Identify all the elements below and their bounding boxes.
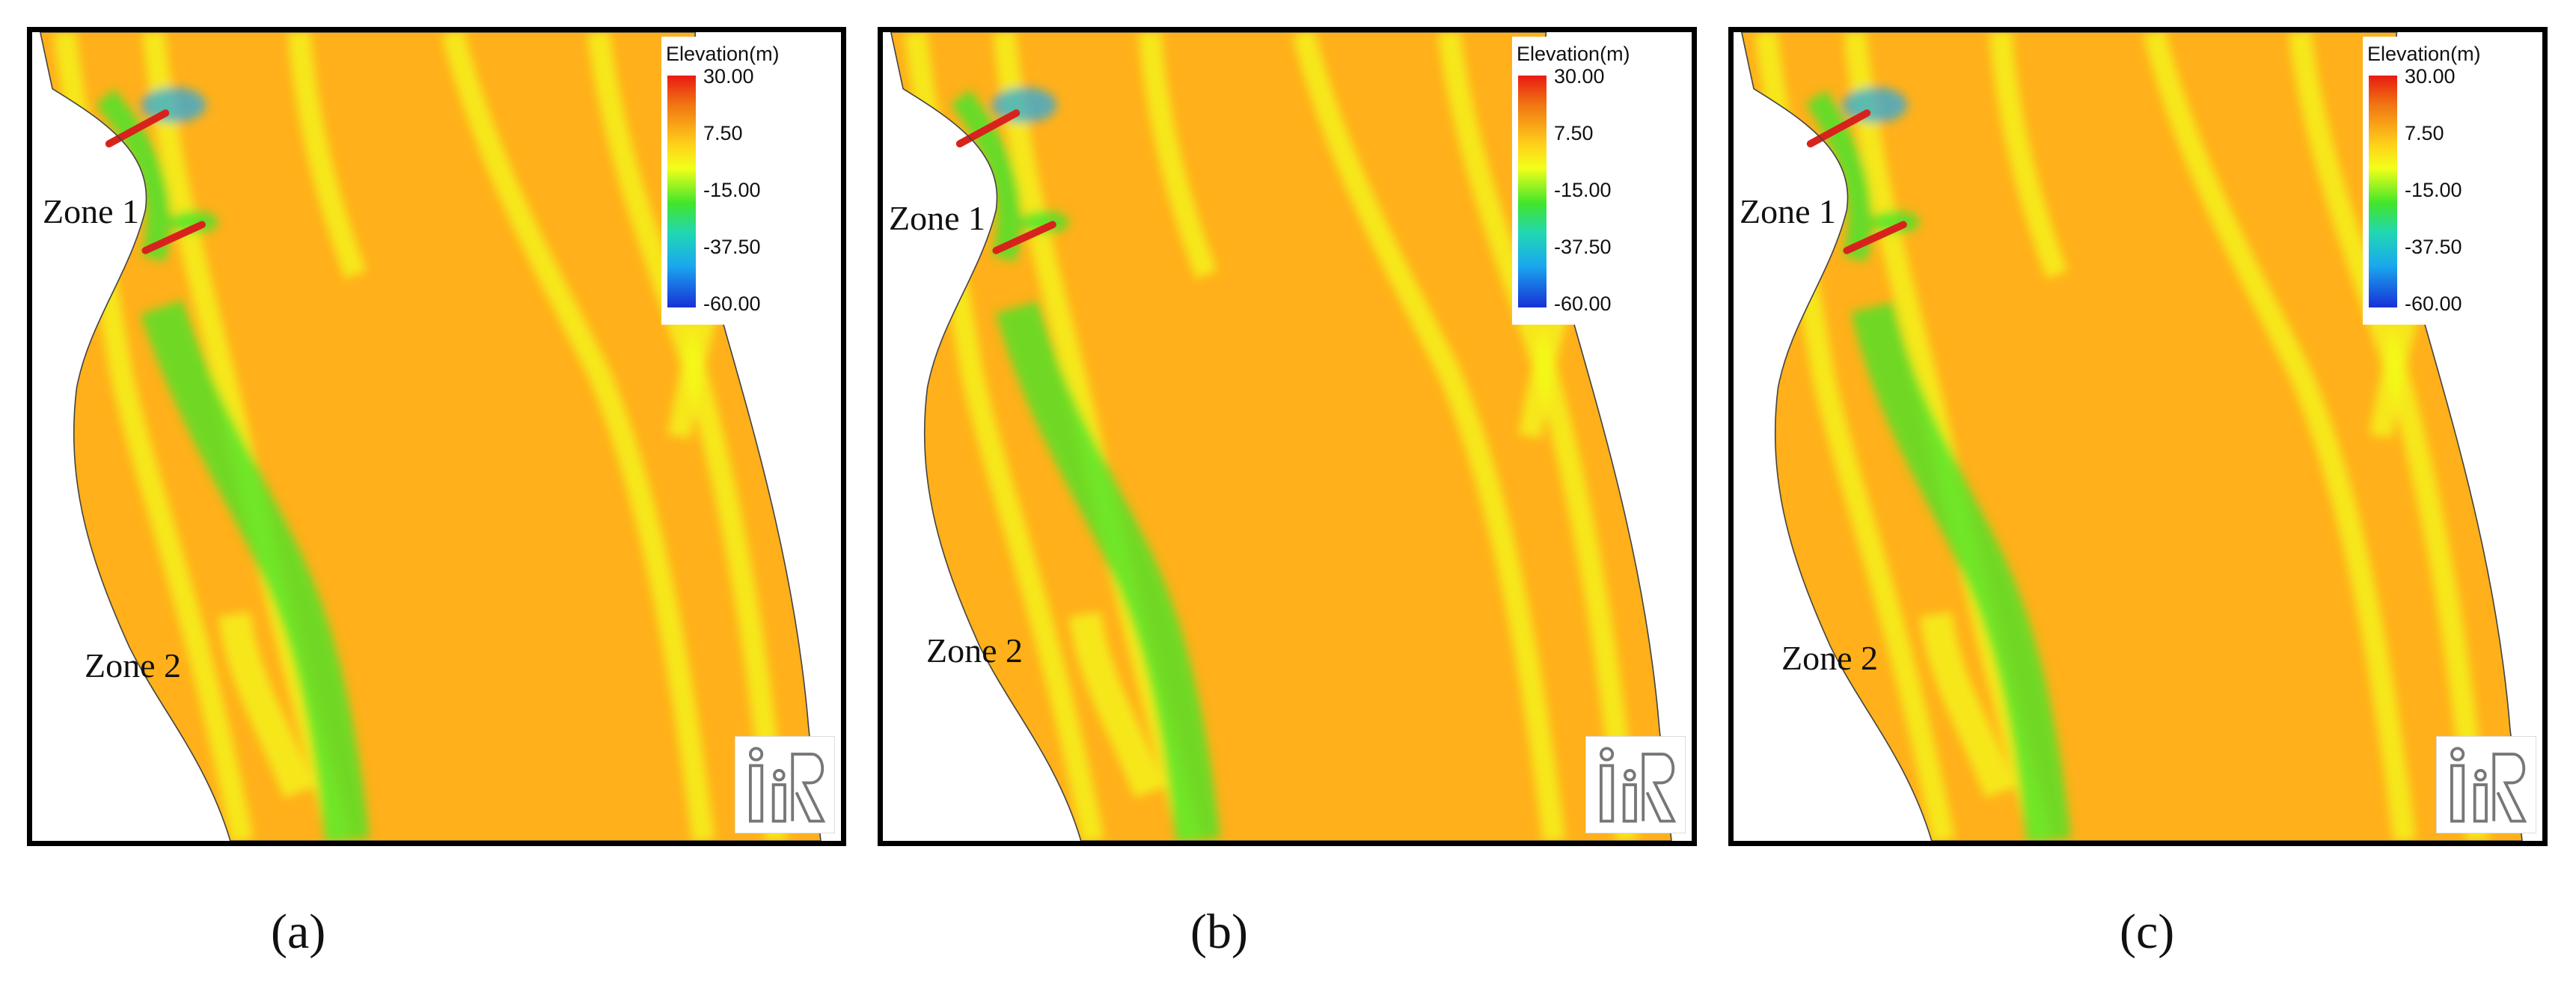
iric-logo xyxy=(735,736,835,833)
channel-band xyxy=(995,301,1221,841)
scour-pit xyxy=(1020,210,1069,234)
logo-dot xyxy=(1624,768,1636,782)
zone-2-label: Zone 2 xyxy=(85,646,182,685)
legend-tick: 30.00 xyxy=(1554,65,1605,88)
logo-stem xyxy=(1600,764,1615,823)
logo-r xyxy=(2492,753,2527,823)
groin-structure xyxy=(992,221,1056,254)
logo-stem xyxy=(749,764,764,823)
legend-title: Elevation(m) xyxy=(2367,43,2481,65)
channel-band xyxy=(95,89,171,262)
channel-band xyxy=(950,89,1022,262)
legend-color-bar xyxy=(1518,76,1546,307)
logo-stem xyxy=(1622,783,1637,823)
channel-band xyxy=(140,300,370,841)
logo-dot xyxy=(2474,768,2487,782)
elevation-ribbon xyxy=(441,32,715,841)
riverbank-outline xyxy=(39,32,822,841)
logo-stem xyxy=(2450,764,2465,823)
legend-title: Elevation(m) xyxy=(1517,43,1630,65)
elevation-ribbon xyxy=(1292,32,1566,841)
zone-2-label: Zone 2 xyxy=(926,631,1024,670)
zone-1-label: Zone 1 xyxy=(43,192,140,230)
caption-c: (c) xyxy=(2120,904,2175,959)
caption-a: (a) xyxy=(271,904,326,959)
legend-tick: -37.50 xyxy=(1554,236,1612,258)
logo-dot xyxy=(2450,747,2465,762)
scour-pit xyxy=(1870,210,1920,234)
logo-stem xyxy=(771,783,786,823)
legend-tick: -15.00 xyxy=(2405,179,2462,201)
elevation-legend: Elevation(m) 30.00 7.50 -15.00 -37.50 -6… xyxy=(2363,37,2491,325)
panel-c: Zone 1 Zone 2 Elevation(m) 30.00 7.50 -1… xyxy=(1728,27,2548,846)
legend-tick: 7.50 xyxy=(2405,122,2444,144)
logo-dot xyxy=(773,768,786,782)
iric-logo xyxy=(2436,736,2536,833)
scour-pit xyxy=(169,210,218,234)
channel-band xyxy=(218,612,314,798)
riverbank-outline xyxy=(890,32,1672,841)
groin-structure xyxy=(955,109,1021,148)
legend-tick: 7.50 xyxy=(1554,122,1594,144)
elevation-legend: Elevation(m) 30.00 7.50 -15.00 -37.50 -6… xyxy=(661,37,790,325)
legend-tick: -15.00 xyxy=(1554,179,1612,201)
legend-tick: -37.50 xyxy=(2405,236,2462,258)
legend-tick: -37.50 xyxy=(703,236,761,258)
iric-logo-mark xyxy=(2450,747,2527,823)
legend-tick: 30.00 xyxy=(703,65,754,88)
legend-color-bar xyxy=(2369,76,2397,307)
elevation-ribbon xyxy=(287,32,367,279)
logo-r xyxy=(791,753,826,823)
iric-logo-mark xyxy=(749,747,826,823)
groin-structure xyxy=(1806,109,1871,148)
groin-structure xyxy=(141,221,206,254)
elevation-legend: Elevation(m) 30.00 7.50 -15.00 -37.50 -6… xyxy=(1512,37,1641,325)
legend-color-bar xyxy=(667,76,696,307)
logo-dot xyxy=(749,747,764,762)
legend-tick: -60.00 xyxy=(1554,293,1612,315)
legend-title: Elevation(m) xyxy=(666,43,780,65)
iric-logo xyxy=(1585,736,1686,833)
elevation-ribbon xyxy=(2143,32,2417,841)
elevation-ribbon xyxy=(1989,32,2068,279)
groin-structure xyxy=(105,109,170,148)
legend-tick: -60.00 xyxy=(2405,293,2462,315)
panel-a: Zone 1 Zone 2 Elevation(m) 30.00 7.50 -1… xyxy=(27,27,846,846)
panel-b: Zone 1 Zone 2 Elevation(m) 30.00 7.50 -1… xyxy=(878,27,1697,846)
iric-logo-mark xyxy=(1600,747,1677,823)
groin-structure xyxy=(1843,221,1907,254)
channel-band xyxy=(1805,90,1873,262)
logo-r xyxy=(1642,753,1677,823)
legend-tick: -15.00 xyxy=(703,179,761,201)
caption-b: (b) xyxy=(1190,904,1248,959)
legend-tick: 30.00 xyxy=(2405,65,2456,88)
zone-2-label: Zone 2 xyxy=(1781,639,1879,677)
elevation-ribbon xyxy=(1138,32,1217,279)
legend-tick: 7.50 xyxy=(703,122,743,144)
zone-1-label: Zone 1 xyxy=(1740,192,1837,230)
channel-band xyxy=(1068,612,1165,798)
zone-1-label: Zone 1 xyxy=(889,199,986,237)
logo-stem xyxy=(2473,783,2488,823)
riverbank-outline xyxy=(1740,32,2523,841)
legend-tick: -60.00 xyxy=(703,293,761,315)
channel-band xyxy=(1919,612,2016,798)
logo-dot xyxy=(1600,747,1615,762)
channel-band xyxy=(1850,301,2072,841)
